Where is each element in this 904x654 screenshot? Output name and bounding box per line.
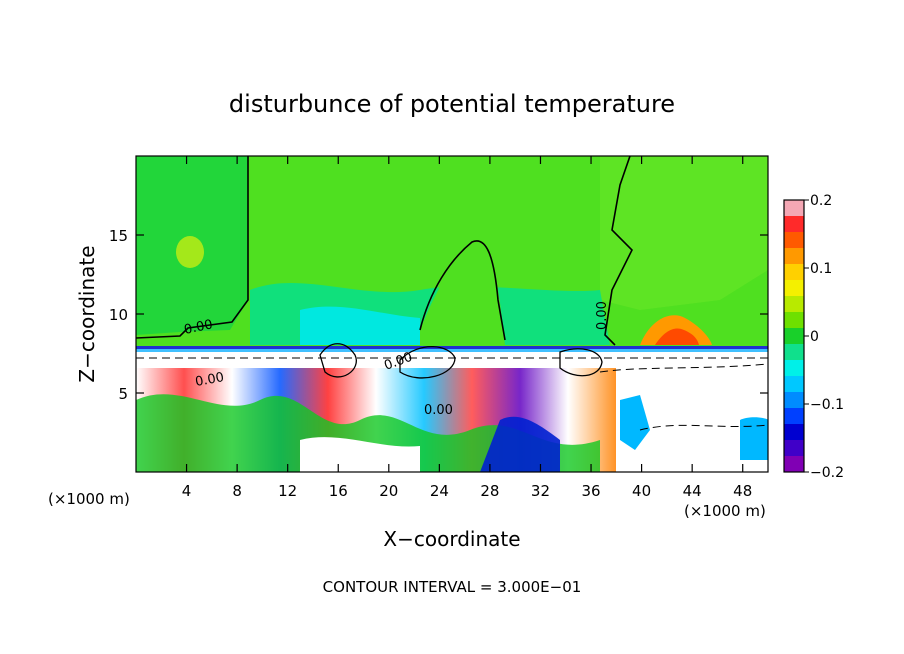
contour-labels: 0.00 0.00 0.00 0.00 0.00 xyxy=(183,301,610,418)
colorbar-swatch xyxy=(784,232,804,249)
x-axis-unit-right: (×1000 m) xyxy=(684,502,766,520)
x-tick-label: 4 xyxy=(182,482,192,500)
x-tick-label: 16 xyxy=(329,482,348,500)
inversion-line xyxy=(136,346,768,349)
x-axis-unit-left: (×1000 m) xyxy=(48,490,130,508)
lower-blue-patch xyxy=(480,416,560,472)
x-tick-label: 24 xyxy=(430,482,449,500)
colorbar-swatch xyxy=(784,264,804,281)
x-tick-label: 48 xyxy=(733,482,752,500)
y-tick-label: 10 xyxy=(109,306,128,324)
contour-cluster-2 xyxy=(399,346,456,379)
x-tick-label: 36 xyxy=(581,482,600,500)
x-tick-label: 28 xyxy=(480,482,499,500)
x-tick-label: 20 xyxy=(379,482,398,500)
x-axis: 4 8 12 16 20 24 28 32 36 40 44 48 xyxy=(182,156,752,500)
colorbar-swatch xyxy=(784,216,804,233)
faint-warm-patch xyxy=(176,236,204,268)
colorbar-tick-label: 0 xyxy=(810,329,819,345)
contour-label: 0.00 xyxy=(595,301,610,330)
contour-label: 0.00 xyxy=(424,403,453,418)
lower-green-band xyxy=(136,394,600,472)
colorbar: 0.2 0.1 0 −0.1 −0.2 xyxy=(783,193,844,481)
colorbar-swatch xyxy=(784,296,804,313)
heatmap-field xyxy=(136,156,768,472)
colorbar-swatch xyxy=(784,424,804,441)
colorbar-swatch xyxy=(784,280,804,297)
y-axis: 5 10 15 xyxy=(109,227,768,403)
y-axis-label: Z−coordinate xyxy=(75,245,99,382)
contour-zero-right xyxy=(604,156,633,346)
warm-bubble-core xyxy=(655,328,699,345)
contour-cluster-1 xyxy=(319,343,357,378)
inversion-line-shadow xyxy=(136,349,768,352)
colorbar-swatch xyxy=(784,312,804,329)
contour-label: 0.00 xyxy=(183,317,214,338)
colorbar-swatch xyxy=(784,408,804,425)
cyan-patch xyxy=(300,306,420,345)
center-plume xyxy=(420,240,505,345)
contour-interval-note: CONTOUR INTERVAL = 3.000E−01 xyxy=(323,578,582,596)
contour-dashed-2 xyxy=(599,363,768,373)
colorbar-tick-label: −0.1 xyxy=(810,397,844,413)
colorbar-swatch xyxy=(784,200,804,217)
colorbar-tick-label: 0.2 xyxy=(810,193,832,209)
contour-zero-plume xyxy=(419,240,506,341)
colorbar-swatch xyxy=(784,360,804,377)
lower-white-patch xyxy=(300,437,420,472)
colorbar-swatch xyxy=(784,248,804,265)
y-tick-label: 5 xyxy=(118,385,128,403)
contour-zero-left xyxy=(136,156,249,339)
x-tick-label: 8 xyxy=(232,482,242,500)
x-tick-label: 44 xyxy=(683,482,702,500)
chart-title: disturbunce of potential temperature xyxy=(229,90,675,118)
colorbar-swatch xyxy=(784,456,804,473)
x-tick-label: 40 xyxy=(632,482,651,500)
x-tick-label: 12 xyxy=(278,482,297,500)
y-tick-label: 15 xyxy=(109,227,128,245)
colorbar-swatch xyxy=(784,344,804,361)
colorbar-swatch xyxy=(784,376,804,393)
contour-label: 0.00 xyxy=(194,370,225,390)
contour-cluster-3 xyxy=(559,348,603,377)
colorbar-swatch xyxy=(784,328,804,345)
x-axis-label: X−coordinate xyxy=(383,527,520,551)
colorbar-swatch xyxy=(784,440,804,457)
x-tick-label: 32 xyxy=(531,482,550,500)
upper-layer-right-band xyxy=(600,156,768,310)
lower-right-cyan xyxy=(620,395,650,450)
colorbar-tick-label: −0.2 xyxy=(810,465,844,481)
colorbar-tick-label: 0.1 xyxy=(810,261,832,277)
lower-right-edge xyxy=(740,417,768,460)
colorbar-swatch xyxy=(784,392,804,409)
contour-dashed-3 xyxy=(639,424,768,431)
lower-right-quiet xyxy=(616,368,768,472)
